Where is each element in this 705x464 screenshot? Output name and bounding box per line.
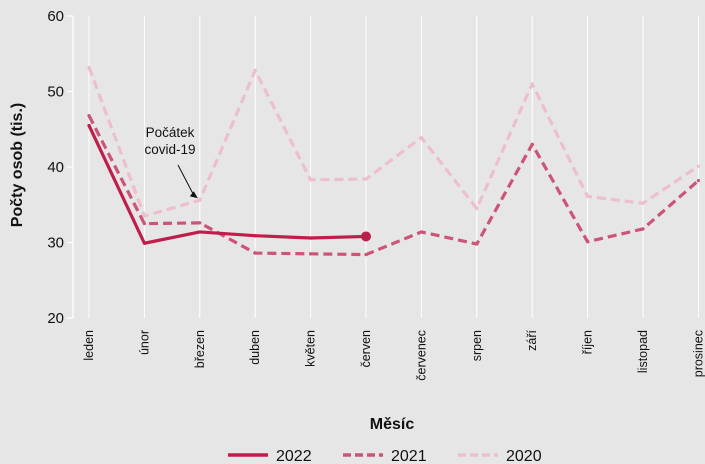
- x-tick-label: listopad: [636, 330, 650, 373]
- y-tick-label: 50: [47, 84, 64, 101]
- data-point-2021: [641, 227, 645, 231]
- data-point-2021: [309, 252, 313, 256]
- annotation-arrow-head: [189, 191, 198, 199]
- data-point-2022: [198, 230, 202, 234]
- x-tick-label: leden: [82, 330, 96, 361]
- data-point-2020: [530, 82, 534, 86]
- x-tick-label: červen: [359, 330, 373, 368]
- data-point-2020: [364, 177, 368, 181]
- y-tick-label: 60: [47, 8, 64, 25]
- data-point-2020: [309, 178, 313, 182]
- x-axis-title: Měsíc: [370, 416, 415, 433]
- data-point-2021: [419, 230, 423, 234]
- annotation-text-line-1: Počátek: [146, 125, 195, 140]
- data-point-2020: [475, 206, 479, 211]
- data-point-2021: [696, 178, 701, 183]
- y-axis-title: Počty osob (tis.): [9, 103, 26, 227]
- data-point-2022: [253, 234, 257, 238]
- annotation-text-line-2: covid-19: [144, 142, 195, 157]
- data-point-2020: [142, 214, 146, 218]
- series-line-2021: [87, 114, 700, 257]
- data-point-2022: [309, 236, 313, 240]
- x-tick-label: červenec: [414, 330, 428, 381]
- end-marker-2022: [361, 231, 371, 242]
- legend: 2022 2021 2020: [228, 448, 542, 464]
- x-tick-label: září: [525, 329, 539, 350]
- x-tick-label: březen: [193, 330, 207, 368]
- data-point-2020: [641, 201, 645, 205]
- series-lines: [87, 65, 701, 257]
- annotation-arrow-line: [177, 164, 195, 196]
- x-tick-label: říjen: [581, 330, 595, 354]
- legend-label-2021: 2021: [391, 448, 427, 464]
- data-point-2021: [198, 221, 202, 225]
- y-tick-label: 30: [47, 235, 64, 252]
- x-axis: leden únor březen duben květen červen červenec…: [82, 329, 705, 380]
- data-point-2021: [142, 222, 146, 226]
- x-tick-label: únor: [137, 330, 151, 355]
- x-tick-label: prosinec: [691, 330, 705, 377]
- data-point-2020: [586, 194, 590, 199]
- data-point-2020: [696, 164, 701, 168]
- data-point-2020: [253, 68, 257, 72]
- gridlines: [88, 16, 699, 318]
- legend-label-2022: 2022: [276, 448, 312, 464]
- data-point-2021: [87, 114, 91, 118]
- data-point-2021: [253, 251, 257, 255]
- x-tick-label: květen: [304, 330, 318, 367]
- data-point-2021: [530, 142, 534, 146]
- data-point-2020: [419, 135, 423, 140]
- data-point-2021: [364, 252, 368, 257]
- data-point-2022: [87, 123, 91, 128]
- data-point-2020: [198, 198, 202, 202]
- y-tick-label: 20: [47, 310, 64, 327]
- y-tick-label: 40: [47, 159, 64, 176]
- y-axis: 20 30 40 50 60: [47, 8, 74, 327]
- x-tick-label: srpen: [470, 330, 484, 361]
- data-point-2021: [586, 240, 590, 244]
- data-point-2020: [87, 65, 91, 69]
- series-line-2022: [87, 124, 367, 245]
- annotation: Počátek covid-19: [144, 125, 198, 199]
- legend-label-2020: 2020: [506, 448, 542, 464]
- data-point-2021: [475, 242, 479, 246]
- x-tick-label: duben: [248, 330, 262, 365]
- data-point-2022: [142, 241, 146, 245]
